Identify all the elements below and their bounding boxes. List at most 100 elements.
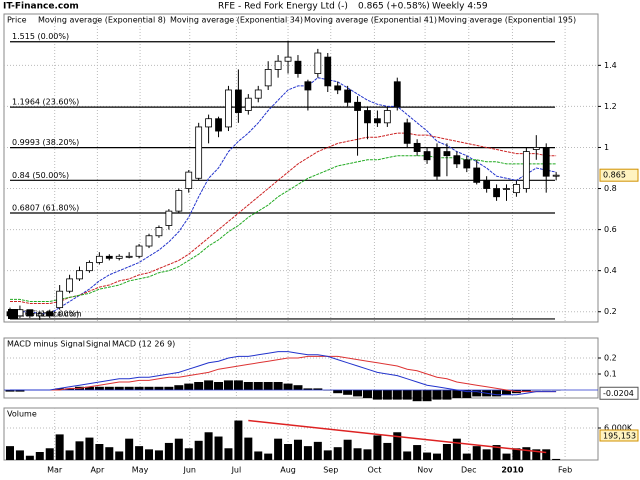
panel <box>3 13 599 323</box>
volume-bar <box>432 453 441 460</box>
candle-body <box>493 188 500 198</box>
trendline <box>248 419 547 454</box>
quote: 0.865 (+0.58%) <box>358 2 430 12</box>
histogram-bar <box>144 386 154 390</box>
volume-bar <box>75 441 84 460</box>
candle-body <box>393 81 401 107</box>
histogram-bar <box>472 390 482 397</box>
candle-body <box>46 311 54 317</box>
candle-body <box>155 227 163 237</box>
candle-body <box>354 101 361 111</box>
volume-bar <box>413 445 422 460</box>
candle-body <box>254 89 262 99</box>
histogram-bar <box>263 382 273 390</box>
candle-body <box>165 210 173 226</box>
histogram-bar <box>253 382 263 390</box>
histogram-bar <box>194 382 204 390</box>
candle-body <box>284 56 292 62</box>
volume-bar <box>293 439 302 460</box>
volume-bar <box>502 453 511 460</box>
volume-bar <box>85 437 94 460</box>
candle-body <box>364 110 371 124</box>
legend-entry: MACD (12 26 9) <box>112 340 175 349</box>
candle-body <box>334 85 342 91</box>
histogram-bar <box>293 385 303 390</box>
y-tick-label: 0.2 <box>604 354 617 363</box>
panel-legend-label: Price <box>7 16 27 25</box>
volume-bar <box>135 446 144 460</box>
volume-bar <box>264 453 273 460</box>
x-tick-label: Apr <box>90 466 105 475</box>
histogram-bar <box>223 380 233 390</box>
volume-bar <box>482 449 491 460</box>
panel-legend-label: MACD minus Signal <box>7 340 85 349</box>
last-value: 195,153 <box>603 432 636 441</box>
histogram-bar <box>164 386 174 390</box>
volume-bar <box>164 442 173 460</box>
legend-entry: Signal <box>86 340 111 349</box>
candle-body <box>522 151 530 189</box>
y-tick-label: 1.4 <box>604 61 617 70</box>
x-tick-label: Feb <box>558 466 572 475</box>
last-value: -0.0204 <box>603 389 634 398</box>
volume-bar <box>25 455 34 460</box>
histogram-bar <box>372 390 382 400</box>
legend-entry: Moving average (Exponential 41) <box>304 16 437 25</box>
histogram-bar <box>412 390 422 402</box>
volume-bar <box>224 448 233 460</box>
histogram-bar <box>114 386 124 390</box>
histogram-bar <box>233 380 243 390</box>
histogram-bar <box>84 386 94 390</box>
candle-body <box>294 60 302 74</box>
candle-body <box>552 174 560 177</box>
volume-bar <box>353 448 362 460</box>
y-tick-label: 0.1 <box>604 370 617 379</box>
x-tick-label: Oct <box>368 466 382 475</box>
candle-body <box>95 255 103 263</box>
candle-body <box>304 81 312 91</box>
last-value-box <box>599 429 639 442</box>
candle-body <box>205 118 213 128</box>
histogram-bar <box>333 390 343 394</box>
candle-body <box>175 190 183 212</box>
volume-bar <box>125 438 134 460</box>
y-tick-label: 0.6 <box>604 225 617 234</box>
y-tick-label: 0.2 <box>604 307 617 316</box>
histogram-bar <box>273 382 283 390</box>
volume-bar <box>95 444 104 460</box>
candle-body <box>453 155 461 165</box>
fib-label: 0.6807 (61.80%) <box>12 204 79 213</box>
candle-body <box>234 89 242 113</box>
volume-bar <box>284 444 293 460</box>
last-value-box <box>599 168 639 182</box>
candle-body <box>105 255 113 259</box>
y-tick-label: 6,000K <box>604 424 633 433</box>
watermark: IT-Finance.com <box>22 310 82 319</box>
volume-bar <box>373 435 382 460</box>
candle-body <box>433 147 441 177</box>
volume-bar <box>333 447 342 460</box>
volume-bar <box>403 451 412 460</box>
candle-body <box>542 147 550 177</box>
candle-body <box>413 142 421 152</box>
candle-body <box>314 52 322 74</box>
candle-body <box>145 235 153 247</box>
histogram-bar <box>303 388 313 390</box>
candle-body <box>473 167 481 183</box>
candle-body <box>503 188 510 190</box>
volume-bar <box>204 432 213 460</box>
volume-bar <box>472 446 481 460</box>
volume-bar <box>105 447 114 460</box>
histogram-bar <box>94 386 104 390</box>
volume-bar <box>115 451 124 460</box>
x-tick-label: Dec <box>461 466 476 475</box>
macd-line <box>10 355 557 393</box>
panel-legend-label: Volume <box>7 410 37 419</box>
candle-body <box>443 151 451 157</box>
candle-body <box>244 97 252 111</box>
volume-bar <box>244 437 253 460</box>
candle-body <box>403 122 411 144</box>
histogram-bar <box>124 386 134 390</box>
histogram-bar <box>462 390 472 398</box>
